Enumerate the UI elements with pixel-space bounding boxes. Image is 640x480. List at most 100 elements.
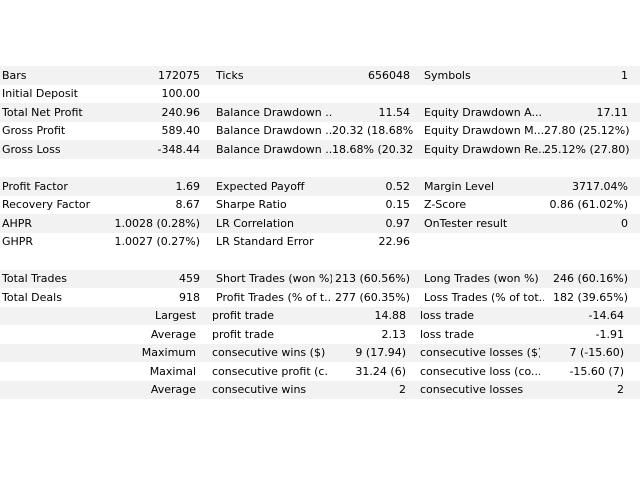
label-col3: consecutive losses: [420, 383, 524, 397]
label-col2: Balance Drawdown ...: [216, 124, 332, 138]
label-col1: Total Trades: [2, 272, 68, 286]
value-col2: 31.24 (6): [355, 364, 406, 378]
value-col2: 0.52: [385, 179, 411, 193]
value-col2: 20.32 (18.68%): [332, 124, 414, 138]
label-col1: Recovery Factor: [2, 198, 91, 212]
label-col1: Gross Profit: [2, 124, 66, 138]
value-col3: -15.60 (7): [569, 364, 624, 378]
value-col2: 213 (60.56%): [334, 272, 410, 286]
value-col3: 3717.04%: [572, 179, 628, 193]
label-col1: Gross Loss: [2, 142, 61, 156]
label-col2: Expected Payoff: [216, 179, 305, 193]
label-col2: consecutive wins: [212, 383, 307, 397]
label-col3: Symbols: [424, 68, 471, 82]
value-col2: 9 (17.94): [355, 346, 406, 360]
value-col2: 11.54: [378, 105, 411, 119]
value-col1: 8.67: [175, 198, 201, 212]
row-group-label: Average: [150, 383, 196, 397]
report-row: Gross Profit 589.40 Balance Drawdown ... 20…: [0, 122, 640, 141]
label-col3: Equity Drawdown A...: [424, 105, 543, 119]
label-col2: consecutive wins ($): [212, 346, 326, 360]
report-row: Total Trades 459 Short Trades (won %) 213 (…: [0, 269, 640, 288]
report-row: Maximal consecutive profit (c... 31.24 (6)…: [0, 362, 640, 381]
label-col1: Bars: [2, 68, 27, 82]
label-col2: Sharpe Ratio: [216, 198, 287, 212]
report-row: Recovery Factor 8.67 Sharpe Ratio 0.15 Z-Sco…: [0, 196, 640, 215]
report-row: GHPR 1.0027 (0.27%) LR Standard Error 22.96: [0, 233, 640, 252]
value-col3: 25.12% (27.80): [544, 142, 630, 156]
value-col1: 100.00: [161, 87, 201, 101]
label-col2: profit trade: [212, 309, 275, 323]
value-col3: 17.11: [596, 105, 629, 119]
report-row: Largest profit trade 14.88 loss trade -14.64: [0, 306, 640, 325]
label-col3: loss trade: [420, 309, 475, 323]
value-col2: 18.68% (20.32): [332, 142, 414, 156]
label-col3: Equity Drawdown Re...: [424, 142, 544, 156]
value-col2: 656048: [368, 68, 410, 82]
value-col2: 2.13: [381, 327, 407, 341]
label-col2: Balance Drawdown ...: [216, 142, 332, 156]
value-col2: 277 (60.35%): [334, 290, 410, 304]
row-group-label: Largest: [155, 309, 196, 323]
label-col3: Loss Trades (% of tot...: [424, 290, 544, 304]
report-row: Profit Factor 1.69 Expected Payoff 0.52 Marg…: [0, 177, 640, 196]
report-row: Initial Deposit 100.00: [0, 85, 640, 104]
label-col1: Total Net Profit: [2, 105, 83, 119]
label-col3: consecutive losses ($): [420, 346, 540, 360]
label-col2: Short Trades (won %): [216, 272, 332, 286]
value-col1: 1.0028 (0.28%): [114, 216, 200, 230]
backtest-report-table: Bars 172075 Ticks 656048 Symbols 1 Initial Dep…: [0, 66, 640, 399]
value-col1: 589.40: [161, 124, 201, 138]
report-row: AHPR 1.0028 (0.28%) LR Correlation 0.97 OnTe…: [0, 214, 640, 233]
label-col2: LR Standard Error: [216, 235, 314, 249]
value-col3: 0.86 (61.02%): [549, 198, 628, 212]
value-col1: 918: [179, 290, 200, 304]
value-col1: 1.0027 (0.27%): [114, 235, 200, 249]
label-col3: Long Trades (won %): [424, 272, 539, 286]
value-col3: 27.80 (25.12%): [544, 124, 630, 138]
label-col3: Margin Level: [424, 179, 495, 193]
report-row: Bars 172075 Ticks 656048 Symbols 1: [0, 66, 640, 85]
value-col3: 1: [621, 68, 628, 82]
label-col1: Initial Deposit: [2, 87, 78, 101]
value-col3: 182 (39.65%): [552, 290, 628, 304]
label-col2: Profit Trades (% of t...: [216, 290, 332, 304]
value-col3: -1.91: [595, 327, 624, 341]
report-row: Gross Loss -348.44 Balance Drawdown ... 18.…: [0, 140, 640, 159]
value-col2: 14.88: [374, 309, 407, 323]
value-col2: 2: [399, 383, 406, 397]
value-col2: 0.97: [385, 216, 411, 230]
value-col1: 1.69: [175, 179, 201, 193]
label-col2: Balance Drawdown ...: [216, 105, 332, 119]
label-col3: Equity Drawdown M...: [424, 124, 544, 138]
label-col3: loss trade: [420, 327, 475, 341]
label-col2: LR Correlation: [216, 216, 294, 230]
label-col2: consecutive profit (c...: [212, 364, 328, 378]
label-col1: GHPR: [2, 235, 34, 249]
spacer-row: [0, 159, 640, 178]
value-col3: 246 (60.16%): [552, 272, 628, 286]
row-group-label: Maximum: [141, 346, 196, 360]
value-col1: 240.96: [161, 105, 201, 119]
value-col3: 7 (-15.60): [569, 346, 624, 360]
label-col1: Profit Factor: [2, 179, 68, 193]
value-col3: 0: [621, 216, 628, 230]
label-col2: profit trade: [212, 327, 275, 341]
value-col3: -14.64: [588, 309, 624, 323]
report-row: Maximum consecutive wins ($) 9 (17.94) cons…: [0, 343, 640, 362]
label-col1: AHPR: [2, 216, 33, 230]
report-row: Average profit trade 2.13 loss trade -1.91: [0, 325, 640, 344]
value-col1: 459: [179, 272, 200, 286]
label-col3: Z-Score: [424, 198, 467, 212]
value-col1: -348.44: [157, 142, 200, 156]
report-row: Total Deals 918 Profit Trades (% of t... 27…: [0, 288, 640, 307]
label-col3: consecutive loss (co...: [420, 364, 540, 378]
value-col1: 172075: [158, 68, 200, 82]
row-group-label: Maximal: [149, 364, 196, 378]
report-row: Total Net Profit 240.96 Balance Drawdown .…: [0, 103, 640, 122]
value-col3: 2: [617, 383, 624, 397]
spacer-row: [0, 251, 640, 270]
label-col2: Ticks: [216, 68, 244, 82]
value-col2: 22.96: [378, 235, 411, 249]
row-group-label: Average: [150, 327, 196, 341]
